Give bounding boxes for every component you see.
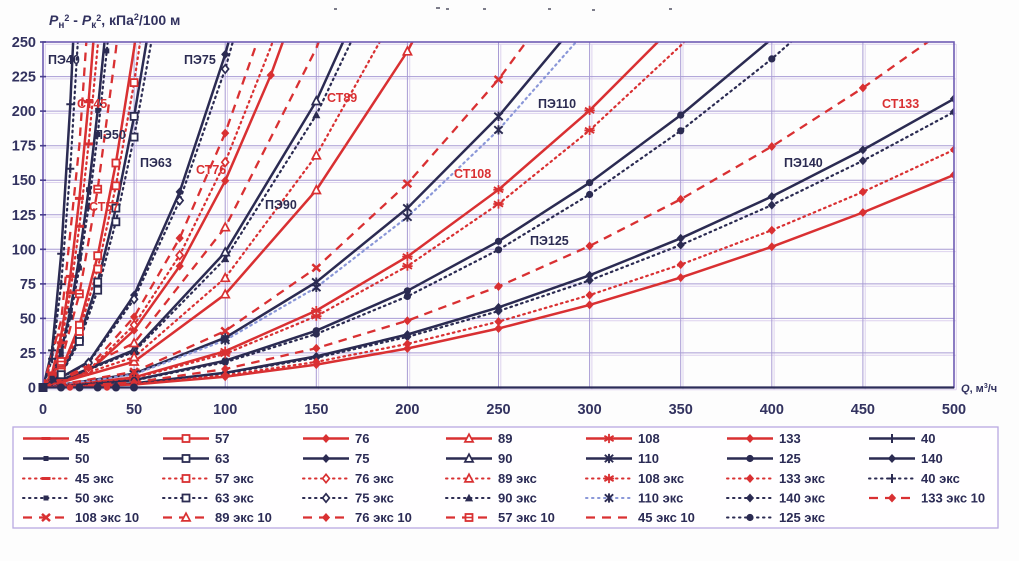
svg-text:0: 0 <box>28 381 36 397</box>
svg-text:ПЭ40: ПЭ40 <box>48 53 80 67</box>
svg-text:76: 76 <box>355 431 369 446</box>
svg-text:ПЭ140: ПЭ140 <box>784 156 823 170</box>
svg-text:175: 175 <box>12 139 36 155</box>
svg-text:400: 400 <box>760 402 784 418</box>
svg-text:125: 125 <box>779 451 801 466</box>
svg-text:50: 50 <box>75 451 89 466</box>
svg-text:133 экс 10: 133 экс 10 <box>921 491 985 506</box>
svg-text:СТ89: СТ89 <box>327 91 357 105</box>
svg-text:140 экс: 140 экс <box>779 491 825 506</box>
svg-text:110: 110 <box>638 451 659 466</box>
svg-text:250: 250 <box>486 402 510 418</box>
svg-text:25: 25 <box>20 346 36 362</box>
svg-text:57: 57 <box>215 431 229 446</box>
svg-text:500: 500 <box>942 402 966 418</box>
svg-text:89 экс 10: 89 экс 10 <box>215 510 272 525</box>
svg-text:ПЭ110: ПЭ110 <box>538 97 576 111</box>
svg-text:45 экс: 45 экс <box>75 471 114 486</box>
svg-text:300: 300 <box>577 402 601 418</box>
svg-text:150: 150 <box>304 402 328 418</box>
svg-text:40 экс: 40 экс <box>921 471 960 486</box>
svg-text:150: 150 <box>12 173 36 189</box>
svg-text:СТ76: СТ76 <box>196 163 226 177</box>
svg-text:450: 450 <box>851 402 875 418</box>
svg-text:63 экс: 63 экс <box>215 491 254 506</box>
svg-text:200: 200 <box>395 402 419 418</box>
svg-text:108 экс 10: 108 экс 10 <box>75 510 139 525</box>
svg-text:40: 40 <box>921 431 935 446</box>
svg-text:75: 75 <box>20 277 36 293</box>
svg-text:75 экс: 75 экс <box>355 491 394 506</box>
svg-text:50: 50 <box>20 311 36 327</box>
svg-text:Pн2 - Pк2, кПа2/100 м: Pн2 - Pк2, кПа2/100 м <box>49 12 180 31</box>
svg-text:63: 63 <box>215 451 229 466</box>
svg-text:225: 225 <box>12 70 36 86</box>
svg-text:75: 75 <box>355 451 369 466</box>
svg-text:45: 45 <box>75 431 89 446</box>
svg-text:0: 0 <box>39 402 47 418</box>
svg-text:350: 350 <box>669 402 693 418</box>
svg-text:76 экс: 76 экс <box>355 471 394 486</box>
svg-text:ПЭ50: ПЭ50 <box>94 128 126 142</box>
svg-text:200: 200 <box>12 104 36 120</box>
svg-text:90 экс: 90 экс <box>498 491 537 506</box>
svg-text:133: 133 <box>779 431 801 446</box>
svg-text:100: 100 <box>12 242 36 258</box>
svg-text:СТ108: СТ108 <box>454 167 491 181</box>
svg-text:ПЭ63: ПЭ63 <box>140 156 172 170</box>
svg-text:140: 140 <box>921 451 943 466</box>
svg-text:Q, м3/ч: Q, м3/ч <box>961 383 997 395</box>
svg-text:90: 90 <box>498 451 512 466</box>
svg-text:133 экс: 133 экс <box>779 471 825 486</box>
svg-text:89: 89 <box>498 431 512 446</box>
svg-text:57 экс: 57 экс <box>215 471 254 486</box>
svg-text:250: 250 <box>12 35 36 51</box>
svg-text:50 экс: 50 экс <box>75 491 114 506</box>
svg-text:108: 108 <box>638 431 660 446</box>
svg-text:76 экс 10: 76 экс 10 <box>355 510 412 525</box>
svg-text:125 экс: 125 экс <box>779 510 825 525</box>
svg-text:50: 50 <box>126 402 142 418</box>
svg-text:СТ45: СТ45 <box>77 97 107 111</box>
svg-text:125: 125 <box>12 208 36 224</box>
svg-text:100: 100 <box>213 402 237 418</box>
svg-text:ПЭ125: ПЭ125 <box>530 234 569 248</box>
svg-text:СТ133: СТ133 <box>882 97 919 111</box>
svg-text:СТ57: СТ57 <box>89 200 119 214</box>
svg-text:45 экс 10: 45 экс 10 <box>638 510 695 525</box>
svg-text:57 экс 10: 57 экс 10 <box>498 510 555 525</box>
svg-text:ПЭ75: ПЭ75 <box>184 53 216 67</box>
svg-text:108 экс: 108 экс <box>638 471 684 486</box>
svg-text:ПЭ90: ПЭ90 <box>265 198 297 212</box>
svg-text:89 экс: 89 экс <box>498 471 537 486</box>
svg-text:110 экс: 110 экс <box>638 491 683 506</box>
